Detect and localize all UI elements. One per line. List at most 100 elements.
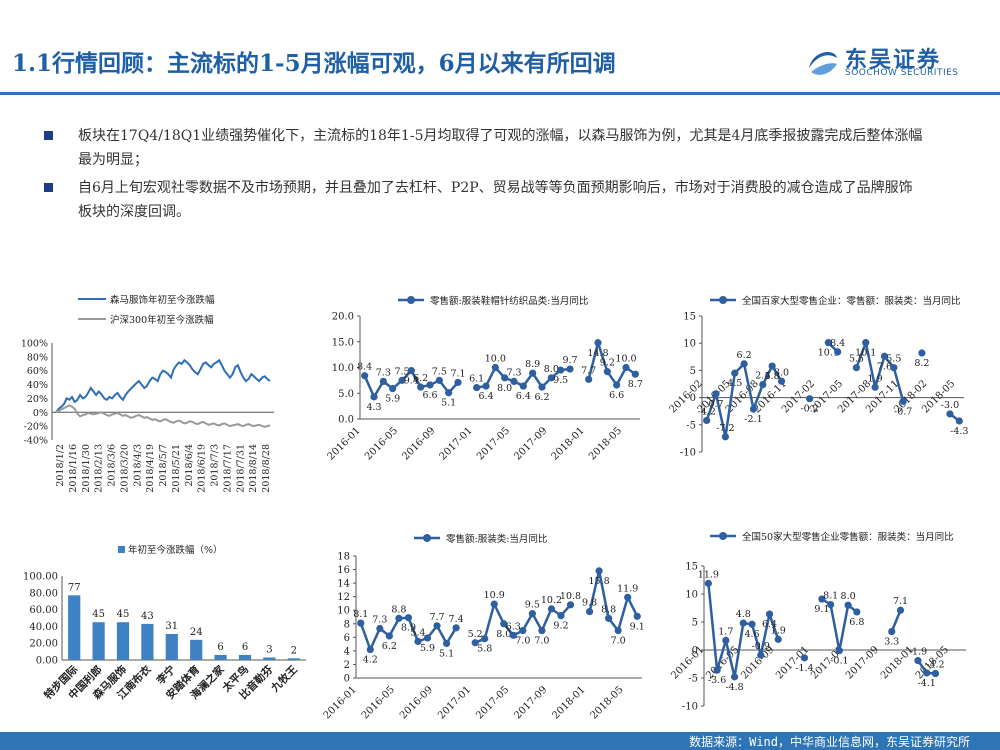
data-point: [398, 376, 406, 384]
bullet-item: 自6月上旬宏观社零数据不及市场预期，并且叠加了去杠杆、P2P、贸易战等等负面预期…: [44, 176, 924, 224]
data-point: [452, 624, 460, 632]
data-label: 9.5: [525, 600, 540, 611]
y-tick-label: 40%: [27, 380, 48, 391]
bullet-text: 板块在17Q4/18Q1业绩强势催化下，主流标的18年1-5月均取得了可观的涨幅…: [78, 128, 923, 168]
data-label: 9.1: [814, 604, 829, 615]
data-point: [774, 635, 782, 643]
x-tick-label: 2017-01: [438, 425, 475, 462]
bullet-text: 自6月上旬宏观社零数据不及市场预期，并且叠加了去杠杆、P2P、贸易战等等负面预期…: [78, 180, 913, 220]
y-tick-label: 10.0: [332, 363, 354, 374]
data-label: 6.6: [422, 390, 437, 401]
data-label: 15.8: [589, 576, 610, 587]
category-label: 九牧王: [268, 663, 301, 696]
data-point: [835, 646, 843, 655]
data-label: 0.7: [708, 399, 723, 410]
data-label: 8.9: [401, 623, 416, 634]
bar: [165, 633, 178, 660]
y-tick-label: 0.0: [338, 415, 354, 426]
logo-mark-icon: [809, 52, 837, 75]
data-point: [605, 614, 613, 622]
y-tick-label: 20.00: [29, 639, 58, 650]
data-point: [827, 601, 835, 609]
x-tick-label: 2016-05: [363, 425, 400, 462]
y-tick-label: 5: [692, 618, 698, 629]
data-point: [471, 639, 479, 647]
data-label: 5.5: [886, 354, 901, 365]
data-point: [740, 360, 748, 368]
data-point: [481, 635, 489, 643]
data-label: 10.0: [485, 354, 506, 365]
logo-english: SOOCHOW SECURITIES: [845, 68, 959, 78]
data-label: -0.7: [894, 406, 912, 417]
data-label: 5.8: [765, 371, 780, 382]
data-label: 4.8: [736, 609, 751, 620]
data-point: [768, 362, 776, 370]
data-label: -4.1: [918, 678, 936, 689]
data-point: [703, 416, 711, 425]
data-label: 8.0: [841, 591, 856, 602]
data-label: 4.2: [363, 655, 378, 666]
x-tick-label: 2016-09: [398, 684, 435, 721]
data-label: 9.1: [630, 621, 645, 632]
data-point: [704, 579, 712, 587]
bar: [116, 622, 130, 660]
x-tick-label: 2018/5/7: [158, 444, 169, 487]
x-tick-label: 2018/7/3: [210, 444, 221, 487]
x-tick-label: 2018/8/14: [248, 444, 259, 493]
data-point: [566, 601, 575, 609]
x-tick-label: 2017-05: [474, 684, 511, 721]
data-point: [595, 567, 603, 575]
data-label: 4.6: [744, 629, 759, 640]
data-point: [385, 632, 393, 640]
y-tick-label: 0: [690, 393, 696, 404]
data-point: [899, 397, 907, 406]
header-divider: [0, 92, 1000, 95]
data-label: -7.2: [716, 423, 734, 434]
data-label: 6: [217, 642, 223, 653]
data-label: 9.2: [553, 621, 568, 632]
y-tick-label: 5: [690, 366, 696, 377]
legend-label: 年初至今涨跌幅（%）: [128, 544, 223, 556]
data-label: 8.1: [823, 591, 838, 602]
data-label: -0.9: [752, 641, 770, 652]
data-point: [712, 390, 720, 398]
data-label: 4.3: [366, 402, 381, 413]
data-point: [918, 349, 926, 357]
x-tick-label: 2018/1/2: [55, 444, 66, 487]
data-point: [834, 348, 842, 356]
bar: [263, 657, 276, 660]
data-label: 10.2: [541, 595, 562, 606]
data-label: 8.0: [544, 364, 559, 375]
data-point: [614, 626, 622, 635]
data-point: [557, 366, 565, 374]
data-point: [407, 366, 415, 375]
data-point: [509, 631, 517, 639]
data-label: 7.7: [581, 365, 596, 376]
y-tick-label: 40.00: [29, 622, 58, 633]
legend: 全国50家大型零售企业零售额：服装类：当月同比: [710, 531, 954, 543]
data-label: 1.7: [718, 626, 733, 637]
data-label: 5.9: [385, 394, 400, 405]
data-point: [631, 370, 639, 378]
y-tick-label: 20.0: [332, 312, 354, 323]
chart-svg: 零售额:服装鞋帽针纺织品类:当月同比 0.0 5.0 10.0 15.0 20.0 2016…: [326, 295, 643, 463]
y-tick-label: 8: [344, 619, 350, 630]
data-label: 9.5: [553, 375, 568, 386]
y-tick-label: 60%: [27, 366, 48, 377]
data-point: [538, 626, 546, 635]
y-tick-label: -40%: [24, 436, 48, 447]
series-line: [55, 358, 271, 413]
data-label: 7.3: [376, 367, 391, 378]
data-label: 2: [291, 645, 297, 656]
x-tick-label: 2018/8/28: [261, 444, 272, 493]
data-label: 8.8: [391, 604, 406, 615]
data-label: 6.6: [609, 390, 624, 401]
bar: [141, 623, 154, 660]
x-tick-label: 2018/5/21: [171, 444, 182, 493]
data-point: [749, 405, 758, 413]
data-label: -2.1: [744, 414, 762, 425]
data-point: [519, 626, 527, 635]
data-label: 6.3: [506, 621, 521, 632]
data-label: 8.0: [497, 383, 512, 394]
